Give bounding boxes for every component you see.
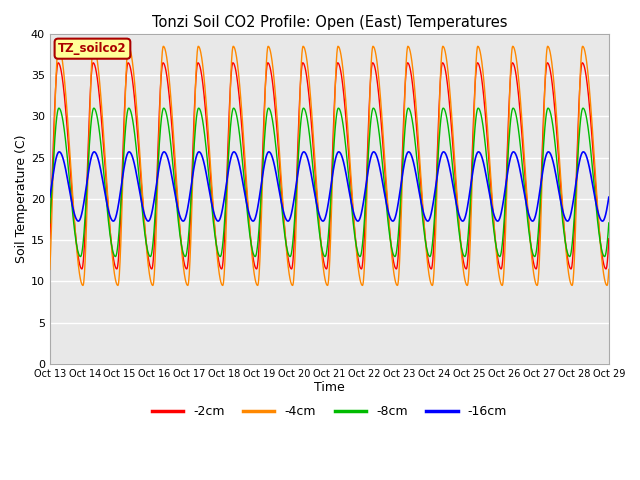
Title: Tonzi Soil CO2 Profile: Open (East) Temperatures: Tonzi Soil CO2 Profile: Open (East) Temp… [152, 15, 507, 30]
Text: TZ_soilco2: TZ_soilco2 [58, 42, 127, 55]
Legend: -2cm, -4cm, -8cm, -16cm: -2cm, -4cm, -8cm, -16cm [147, 400, 512, 423]
Y-axis label: Soil Temperature (C): Soil Temperature (C) [15, 134, 28, 263]
X-axis label: Time: Time [314, 382, 345, 395]
